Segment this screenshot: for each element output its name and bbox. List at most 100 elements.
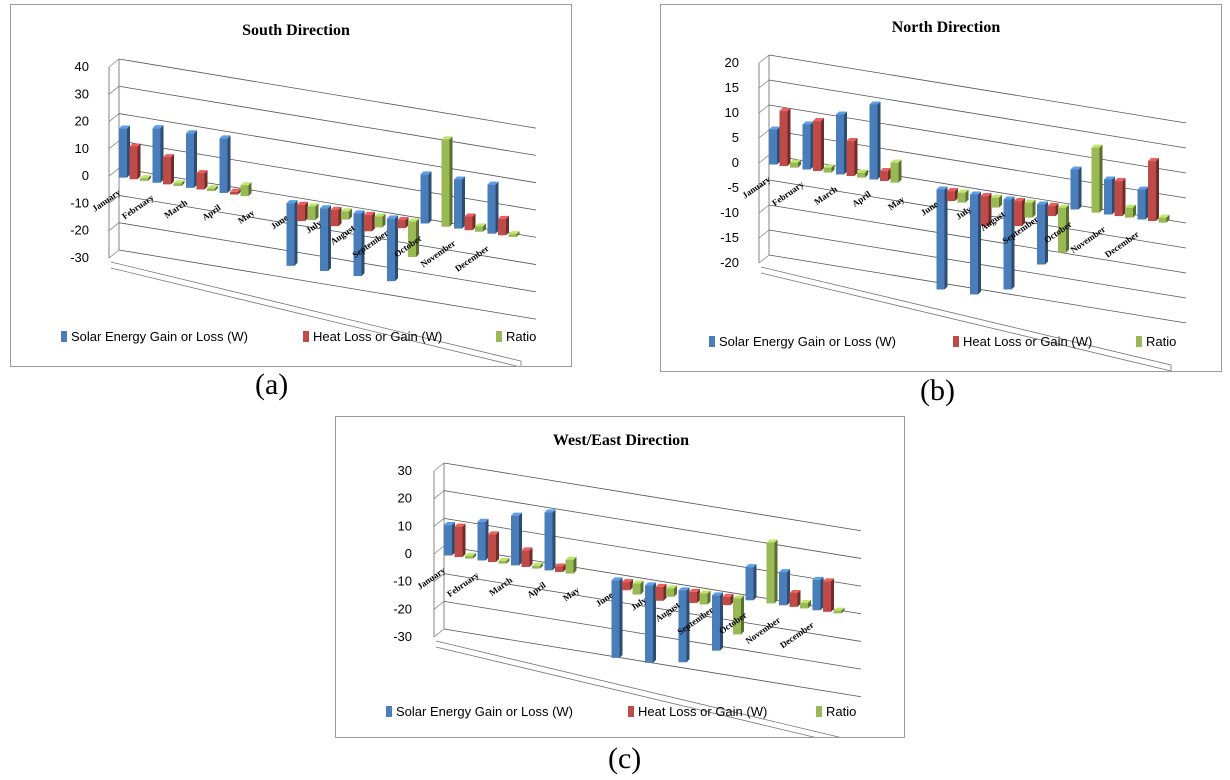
bar-solar: [802, 121, 814, 170]
bar-top: [833, 607, 845, 611]
bar-top: [779, 569, 790, 573]
y-tick-label: 10: [75, 141, 89, 156]
bar-front: [441, 139, 450, 227]
x-category-label: November: [1069, 224, 1108, 255]
gridline-edge: [758, 204, 770, 214]
bar-solar: [769, 126, 780, 165]
bar-ratio: [766, 539, 778, 604]
bar-side: [496, 531, 499, 563]
bar-ratio: [341, 208, 352, 220]
bar-solar: [936, 186, 948, 290]
bar-front: [1024, 202, 1033, 218]
bar-front: [970, 194, 978, 295]
bar-side: [529, 547, 533, 568]
gridline-edge: [108, 113, 120, 122]
bar-side: [865, 169, 868, 178]
bar-solar: [1104, 176, 1115, 215]
bar-side: [663, 583, 667, 601]
bar-side: [171, 154, 174, 185]
x-category-label: April: [850, 189, 873, 209]
bar-front: [800, 602, 808, 609]
bar-solar: [487, 181, 499, 234]
bar-front: [1003, 199, 1012, 290]
bar-ratio: [1058, 204, 1069, 253]
bar-side: [137, 143, 141, 180]
bar-front: [532, 565, 540, 569]
bar-front: [297, 204, 305, 222]
bar-front: [1104, 179, 1112, 215]
bar-front: [173, 183, 182, 186]
bar-top: [789, 590, 801, 594]
bar-front: [454, 179, 462, 229]
bar-side: [1112, 176, 1115, 215]
bar-front: [947, 191, 955, 202]
bar-front: [454, 526, 463, 558]
bar-ratio: [833, 607, 845, 614]
bar-side: [619, 577, 623, 658]
bar-front: [397, 220, 406, 229]
bar-front: [488, 534, 496, 563]
bar-ratio: [1158, 214, 1170, 223]
bar-top: [957, 189, 969, 193]
bar-heat: [689, 588, 700, 603]
bar-front: [611, 580, 620, 658]
bar-side: [495, 181, 499, 234]
bar-heat: [1114, 178, 1126, 217]
x-category-label: November: [744, 615, 783, 646]
bar-side: [955, 188, 958, 202]
bar-ratio: [374, 213, 386, 228]
x-category-label: February: [445, 570, 481, 599]
bar-front: [1148, 161, 1156, 222]
gridline: [443, 628, 862, 698]
bar-heat: [454, 523, 466, 558]
gridline-edge: [108, 249, 120, 259]
bar-front: [186, 133, 194, 188]
y-tick-label: 20: [75, 114, 89, 129]
y-tick-label: 0: [405, 546, 412, 561]
y-tick-label: 10: [398, 518, 412, 533]
bar-top: [173, 180, 185, 184]
bar-top: [387, 215, 398, 219]
bar-front: [712, 595, 720, 651]
bar-top: [611, 577, 623, 581]
bar-top: [374, 213, 386, 217]
bar-front: [812, 579, 821, 611]
bar-front: [857, 172, 865, 178]
bar-front: [1125, 207, 1133, 218]
y-tick-label: -10: [393, 574, 412, 589]
bar-front: [207, 188, 215, 192]
x-category-label: May: [886, 194, 906, 213]
gridline: [768, 54, 1187, 124]
bar-ratio: [790, 159, 801, 168]
legend-label: Ratio: [826, 704, 856, 719]
bar-top: [1137, 186, 1149, 190]
bar-front: [477, 521, 486, 561]
y-tick-label: -30: [393, 629, 412, 644]
bar-heat: [1014, 198, 1025, 227]
y-tick-label: 20: [725, 55, 739, 70]
bar-front: [1137, 189, 1146, 220]
y-tick-label: 30: [398, 463, 412, 478]
bar-side: [227, 135, 231, 193]
y-tick-label: -20: [393, 601, 412, 616]
bar-side: [204, 170, 208, 190]
bar-front: [980, 196, 989, 227]
gridline-edge: [433, 462, 445, 472]
bar-top: [196, 170, 208, 174]
bar-side: [361, 210, 365, 277]
legend-label: Heat Loss or Gain (W): [963, 334, 1092, 349]
bar-top: [812, 576, 824, 580]
bar-front: [769, 129, 777, 165]
bar-solar: [970, 191, 981, 295]
bar-front: [364, 214, 372, 232]
y-tick-label: 0: [732, 155, 739, 170]
bar-front: [1014, 201, 1022, 227]
bar-top: [1003, 196, 1015, 200]
bar-top: [219, 135, 231, 139]
y-tick-label: 20: [398, 491, 412, 506]
bar-front: [119, 128, 127, 178]
bar-side: [877, 101, 881, 180]
bar-front: [1047, 206, 1056, 217]
bar-solar: [1137, 186, 1149, 220]
bar-top: [846, 138, 858, 142]
